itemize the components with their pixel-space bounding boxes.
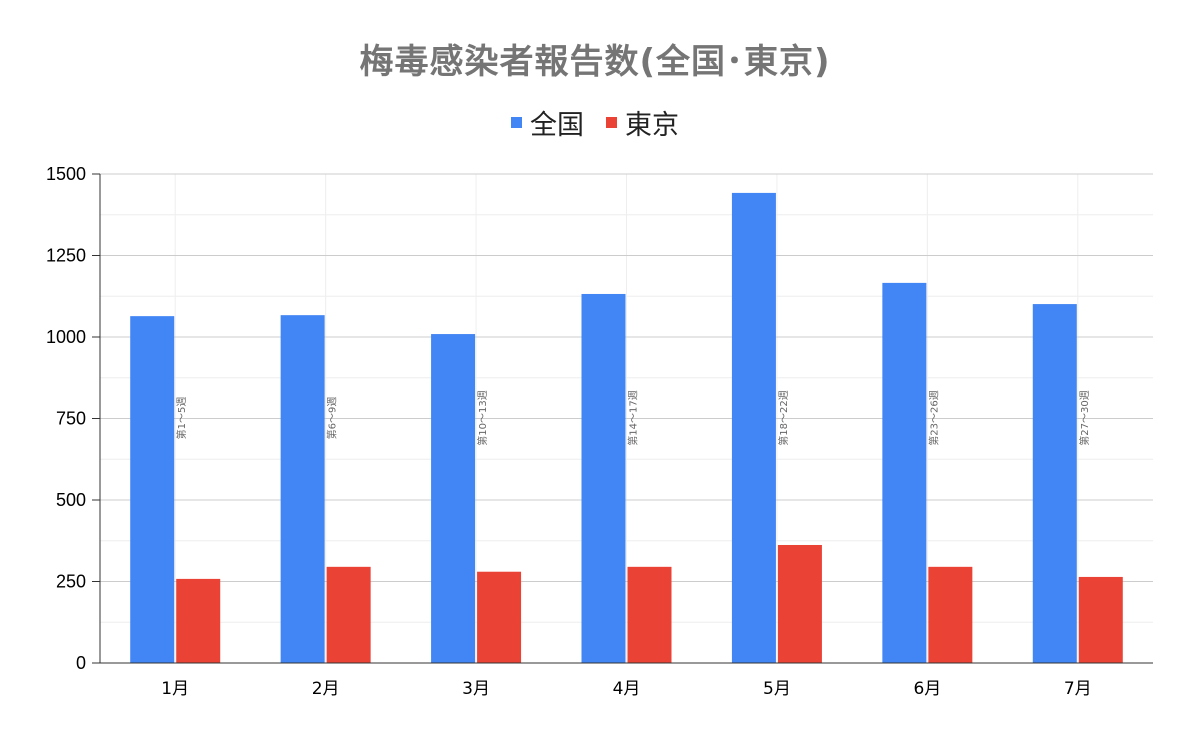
x-tick-label: 5月 xyxy=(763,679,791,699)
y-tick-label: 1000 xyxy=(46,327,86,347)
bar-tokyo xyxy=(176,578,221,663)
bar-national xyxy=(882,282,927,663)
week-annotation: 第14〜17週 xyxy=(627,390,640,445)
week-annotation: 第23〜26週 xyxy=(927,390,940,445)
x-tick-label: 6月 xyxy=(913,679,941,699)
week-annotation: 第18〜22週 xyxy=(777,390,790,445)
legend-swatch-tokyo xyxy=(606,117,617,128)
legend-item-national: 全国 xyxy=(511,103,584,142)
bar-tokyo xyxy=(326,566,371,663)
bar-national xyxy=(1032,304,1077,663)
x-tick-label: 3月 xyxy=(462,679,490,699)
bar-tokyo xyxy=(777,544,822,663)
bar-tokyo xyxy=(477,571,522,663)
week-annotation: 第1〜5週 xyxy=(175,397,188,440)
y-tick-label: 1500 xyxy=(46,164,86,184)
y-tick-label: 500 xyxy=(56,490,86,510)
legend-swatch-national xyxy=(511,117,522,128)
chart-title: 梅毒感染者報告数(全国･東京) xyxy=(359,42,831,82)
week-annotation: 第27〜30週 xyxy=(1078,390,1091,445)
y-tick-label: 1250 xyxy=(46,246,86,266)
bar-national xyxy=(731,192,776,663)
legend-label-national: 全国 xyxy=(530,110,584,141)
legend-label-tokyo: 東京 xyxy=(625,110,679,141)
legend-item-tokyo: 東京 xyxy=(606,103,679,142)
bar-tokyo xyxy=(1078,576,1123,663)
x-tick-label: 7月 xyxy=(1064,679,1092,699)
week-annotation: 第10〜13週 xyxy=(476,390,489,445)
bar-tokyo xyxy=(627,566,672,663)
bar-national xyxy=(431,334,476,663)
bar-national xyxy=(581,293,626,663)
x-tick-label: 1月 xyxy=(161,679,189,699)
bar-national xyxy=(130,316,175,663)
y-tick-label: 250 xyxy=(56,572,86,592)
bar-national xyxy=(280,315,325,663)
y-tick-label: 0 xyxy=(76,653,86,673)
week-annotation: 第6〜9週 xyxy=(326,397,339,440)
x-tick-label: 2月 xyxy=(312,679,340,699)
bar-tokyo xyxy=(928,566,973,663)
y-tick-label: 750 xyxy=(56,409,86,429)
legend: 全国 東京 xyxy=(0,103,1190,142)
x-tick-label: 4月 xyxy=(613,679,641,699)
